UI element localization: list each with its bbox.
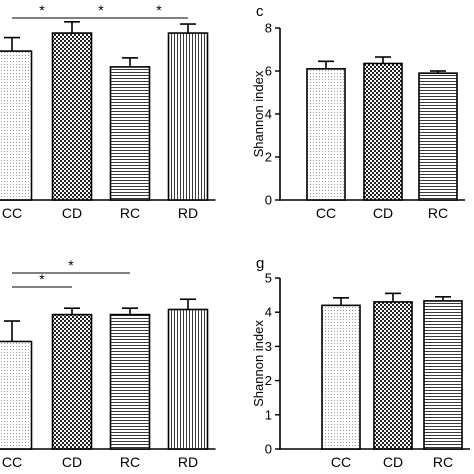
category-label: RD	[178, 205, 198, 221]
category-label: CD	[373, 205, 393, 221]
y-axis-label: Shannon index	[251, 320, 266, 407]
category-label: CC	[316, 205, 336, 221]
category-label: RC	[428, 205, 448, 221]
significance-star: *	[39, 271, 45, 287]
panel-letter: g	[256, 255, 264, 272]
category-label: RC	[433, 454, 453, 470]
bar-rc	[109, 66, 151, 201]
y-tick-label: 3	[265, 339, 272, 354]
bar-cc	[321, 304, 361, 450]
chart-panel-1: CC CD RC RD * * *	[0, 2, 216, 221]
bar-cd	[51, 313, 93, 450]
y-tick-label: 8	[265, 21, 272, 36]
category-label: RD	[178, 454, 198, 470]
y-axis-label: Shannon index	[251, 70, 266, 157]
bar-rd	[167, 308, 209, 450]
y-tick-label: 2	[265, 373, 272, 388]
significance-star: *	[98, 2, 104, 18]
y-tick-label: 1	[265, 407, 272, 422]
chart-panel-2: 0 2 4 6 8 Shannon index c CC CD RC	[251, 3, 465, 221]
y-tick-label: 2	[265, 150, 272, 165]
bar-rc	[418, 72, 458, 201]
category-label: CD	[62, 454, 82, 470]
bar-cc	[0, 50, 33, 201]
bar-cc	[306, 68, 346, 201]
bar-cd	[363, 62, 403, 201]
category-label: CC	[2, 454, 22, 470]
category-label: CD	[62, 205, 82, 221]
significance-star: *	[156, 2, 162, 18]
bar-cc	[0, 340, 33, 450]
y-tick-label: 0	[265, 193, 272, 208]
category-label: RC	[120, 454, 140, 470]
chart-panel-4: 0 1 2 3 4 5 Shannon index g CC CD RC	[251, 255, 470, 470]
bar-cd	[51, 32, 93, 201]
chart-panel-3: CC CD RC RD * *	[0, 257, 216, 470]
bar-rc	[423, 300, 463, 450]
bar-rc	[109, 313, 151, 450]
category-label: CC	[331, 454, 351, 470]
bar-cd	[373, 301, 413, 450]
category-label: CC	[2, 205, 22, 221]
panel-letter: c	[256, 3, 264, 20]
significance-star: *	[39, 2, 45, 18]
y-tick-label: 5	[265, 271, 272, 286]
y-tick-label: 0	[265, 442, 272, 457]
y-tick-label: 4	[265, 107, 272, 122]
bar-rd	[167, 32, 209, 201]
significance-star: *	[68, 257, 74, 273]
y-tick-label: 6	[265, 64, 272, 79]
category-label: CD	[383, 454, 403, 470]
y-tick-label: 4	[265, 305, 272, 320]
category-label: RC	[120, 205, 140, 221]
